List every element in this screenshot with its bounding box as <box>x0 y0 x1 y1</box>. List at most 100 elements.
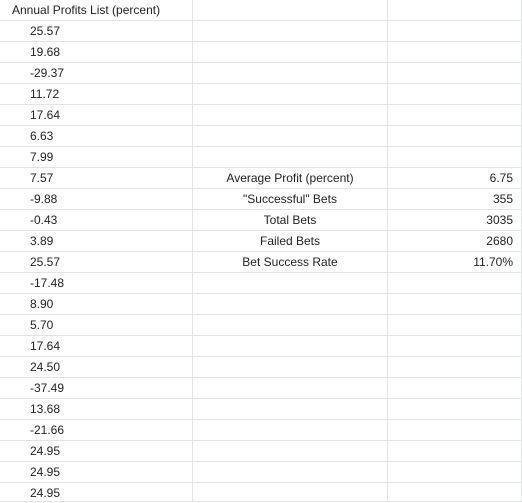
profit-cell[interactable]: 7.57 <box>0 168 192 188</box>
empty-cell[interactable] <box>388 84 522 104</box>
table-row: 13.68 <box>0 399 522 420</box>
empty-cell[interactable] <box>388 441 522 461</box>
empty-cell[interactable] <box>388 0 522 20</box>
profit-value: 17.64 <box>30 339 61 353</box>
empty-cell[interactable] <box>388 357 522 377</box>
header-text: Annual Profits List (percent) <box>12 3 161 17</box>
profit-value: -29.37 <box>30 66 65 80</box>
empty-cell[interactable] <box>388 399 522 419</box>
table-row: 25.57 <box>0 21 522 42</box>
empty-cell[interactable] <box>193 105 387 125</box>
stat-label: Bet Success Rate <box>242 255 338 269</box>
empty-cell[interactable] <box>193 336 387 356</box>
profit-value: 11.72 <box>30 87 60 101</box>
profit-cell[interactable]: 13.68 <box>0 399 192 419</box>
table-row: 7.99 <box>0 147 522 168</box>
stat-value-cell[interactable]: 2680 <box>388 231 522 251</box>
profit-cell[interactable]: 8.90 <box>0 294 192 314</box>
empty-cell[interactable] <box>388 420 522 440</box>
empty-cell[interactable] <box>388 294 522 314</box>
profit-cell[interactable]: 19.68 <box>0 42 192 62</box>
stat-label-cell[interactable]: Average Profit (percent) <box>193 168 387 188</box>
table-row: 24.50 <box>0 357 522 378</box>
empty-cell[interactable] <box>388 273 522 293</box>
profit-cell[interactable]: -17.48 <box>0 273 192 293</box>
profit-cell[interactable]: 24.50 <box>0 357 192 377</box>
empty-cell[interactable] <box>193 462 387 482</box>
profit-cell[interactable]: -9.88 <box>0 189 192 209</box>
table-row: -37.49 <box>0 378 522 399</box>
empty-cell[interactable] <box>193 315 387 335</box>
stat-value-cell[interactable]: 6.75 <box>388 168 522 188</box>
empty-cell[interactable] <box>193 42 387 62</box>
stat-label-cell[interactable]: Total Bets <box>193 210 387 230</box>
profit-cell[interactable]: 11.72 <box>0 84 192 104</box>
stat-label: Failed Bets <box>259 234 321 248</box>
empty-cell[interactable] <box>388 105 522 125</box>
empty-cell[interactable] <box>193 147 387 167</box>
profit-cell[interactable]: 6.63 <box>0 126 192 146</box>
profit-cell[interactable]: 24.95 <box>0 462 192 482</box>
stat-value-cell[interactable]: 3035 <box>388 210 522 230</box>
stat-label: "Successful" Bets <box>243 192 337 206</box>
profit-cell[interactable]: -37.49 <box>0 378 192 398</box>
empty-cell[interactable] <box>193 294 387 314</box>
stat-label-cell[interactable]: Failed Bets <box>193 231 387 251</box>
profit-value: -9.88 <box>30 192 58 206</box>
profit-cell[interactable]: 25.57 <box>0 21 192 41</box>
empty-cell[interactable] <box>388 462 522 482</box>
empty-cell[interactable] <box>193 0 387 20</box>
profit-cell[interactable]: -29.37 <box>0 63 192 83</box>
profit-value: -37.49 <box>30 381 65 395</box>
empty-cell[interactable] <box>193 378 387 398</box>
empty-cell[interactable] <box>193 483 387 503</box>
empty-cell[interactable] <box>193 420 387 440</box>
profit-cell[interactable]: 17.64 <box>0 336 192 356</box>
header-cell[interactable]: Annual Profits List (percent) <box>0 0 192 20</box>
empty-cell[interactable] <box>193 126 387 146</box>
empty-cell[interactable] <box>193 357 387 377</box>
profit-cell[interactable]: -0.43 <box>0 210 192 230</box>
empty-cell[interactable] <box>388 42 522 62</box>
stat-value-cell[interactable]: 11.70% <box>388 252 522 272</box>
profit-cell[interactable]: 24.95 <box>0 483 192 503</box>
stat-label-cell[interactable]: "Successful" Bets <box>193 189 387 209</box>
empty-cell[interactable] <box>193 84 387 104</box>
profit-cell[interactable]: 25.57 <box>0 252 192 272</box>
table-row: 11.72 <box>0 84 522 105</box>
empty-cell[interactable] <box>193 399 387 419</box>
empty-cell[interactable] <box>388 315 522 335</box>
profit-cell[interactable]: 7.99 <box>0 147 192 167</box>
empty-cell[interactable] <box>388 378 522 398</box>
table-row: 7.57 Average Profit (percent) 6.75 <box>0 168 522 189</box>
profit-cell[interactable]: 24.95 <box>0 441 192 461</box>
profit-value: -17.48 <box>30 276 65 290</box>
empty-cell[interactable] <box>193 273 387 293</box>
empty-cell[interactable] <box>388 483 522 503</box>
profit-value: -0.43 <box>30 213 58 227</box>
profit-value: 3.89 <box>30 234 54 248</box>
table-row: 17.64 <box>0 105 522 126</box>
empty-cell[interactable] <box>193 63 387 83</box>
table-row: 3.89 Failed Bets 2680 <box>0 231 522 252</box>
empty-cell[interactable] <box>388 63 522 83</box>
profit-cell[interactable]: 17.64 <box>0 105 192 125</box>
empty-cell[interactable] <box>193 21 387 41</box>
table-row: 24.95 <box>0 462 522 483</box>
profit-cell[interactable]: 5.70 <box>0 315 192 335</box>
stat-value-cell[interactable]: 355 <box>388 189 522 209</box>
stat-value: 11.70% <box>473 255 513 269</box>
profit-value: 13.68 <box>30 402 61 416</box>
table-row: -21.66 <box>0 420 522 441</box>
profit-cell[interactable]: -21.66 <box>0 420 192 440</box>
stat-label-cell[interactable]: Bet Success Rate <box>193 252 387 272</box>
empty-cell[interactable] <box>388 147 522 167</box>
empty-cell[interactable] <box>388 126 522 146</box>
empty-cell[interactable] <box>388 21 522 41</box>
table-row: 8.90 <box>0 294 522 315</box>
empty-cell[interactable] <box>193 441 387 461</box>
empty-cell[interactable] <box>388 336 522 356</box>
profit-value: 7.99 <box>30 150 54 164</box>
profit-cell[interactable]: 3.89 <box>0 231 192 251</box>
